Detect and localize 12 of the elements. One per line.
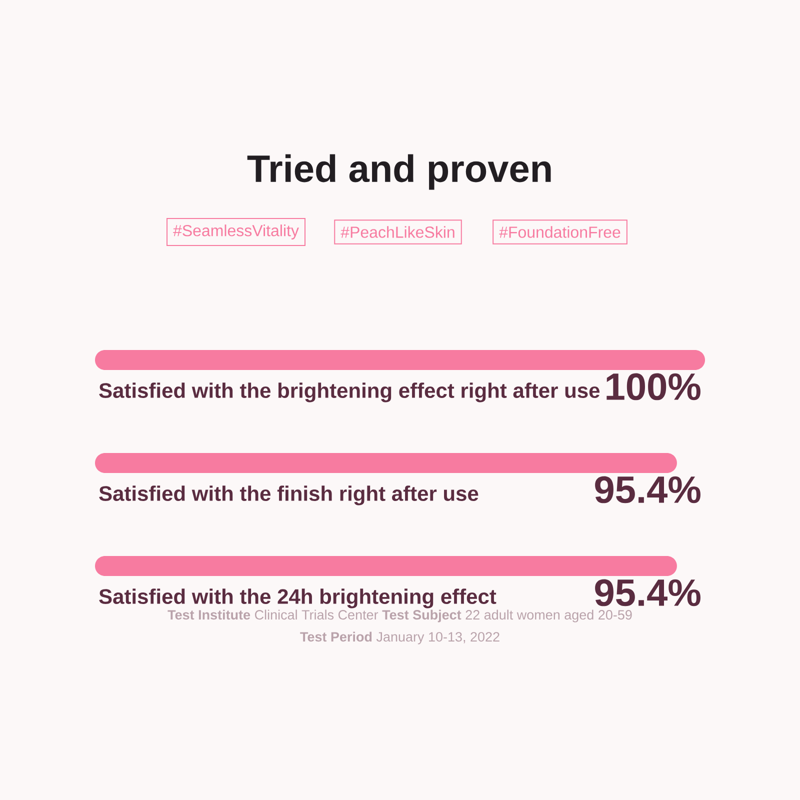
text: #FoundationFree: [499, 226, 620, 238]
y-tick-label: Satisfied with the 24h brightening effect: [99, 588, 496, 608]
y-tick-label: Satisfied with the finish right after use: [99, 486, 478, 506]
annotation: Test Institute Clinical Trials Center Test Subject 22 adult women aged 20-59: [168, 610, 632, 622]
annotation: Test Period January 10-13, 2022: [300, 632, 500, 644]
data-label: 95.4%: [595, 579, 700, 606]
text: #SeamlessVitality: [173, 224, 299, 240]
data-label: 100%: [606, 373, 700, 400]
data-label: 95.4%: [595, 476, 700, 504]
text: #PeachLikeSkin: [340, 226, 454, 238]
y-tick-label: Satisfied with the brightening effect right after use: [99, 382, 600, 402]
chart-title: Tried and proven: [247, 154, 551, 190]
